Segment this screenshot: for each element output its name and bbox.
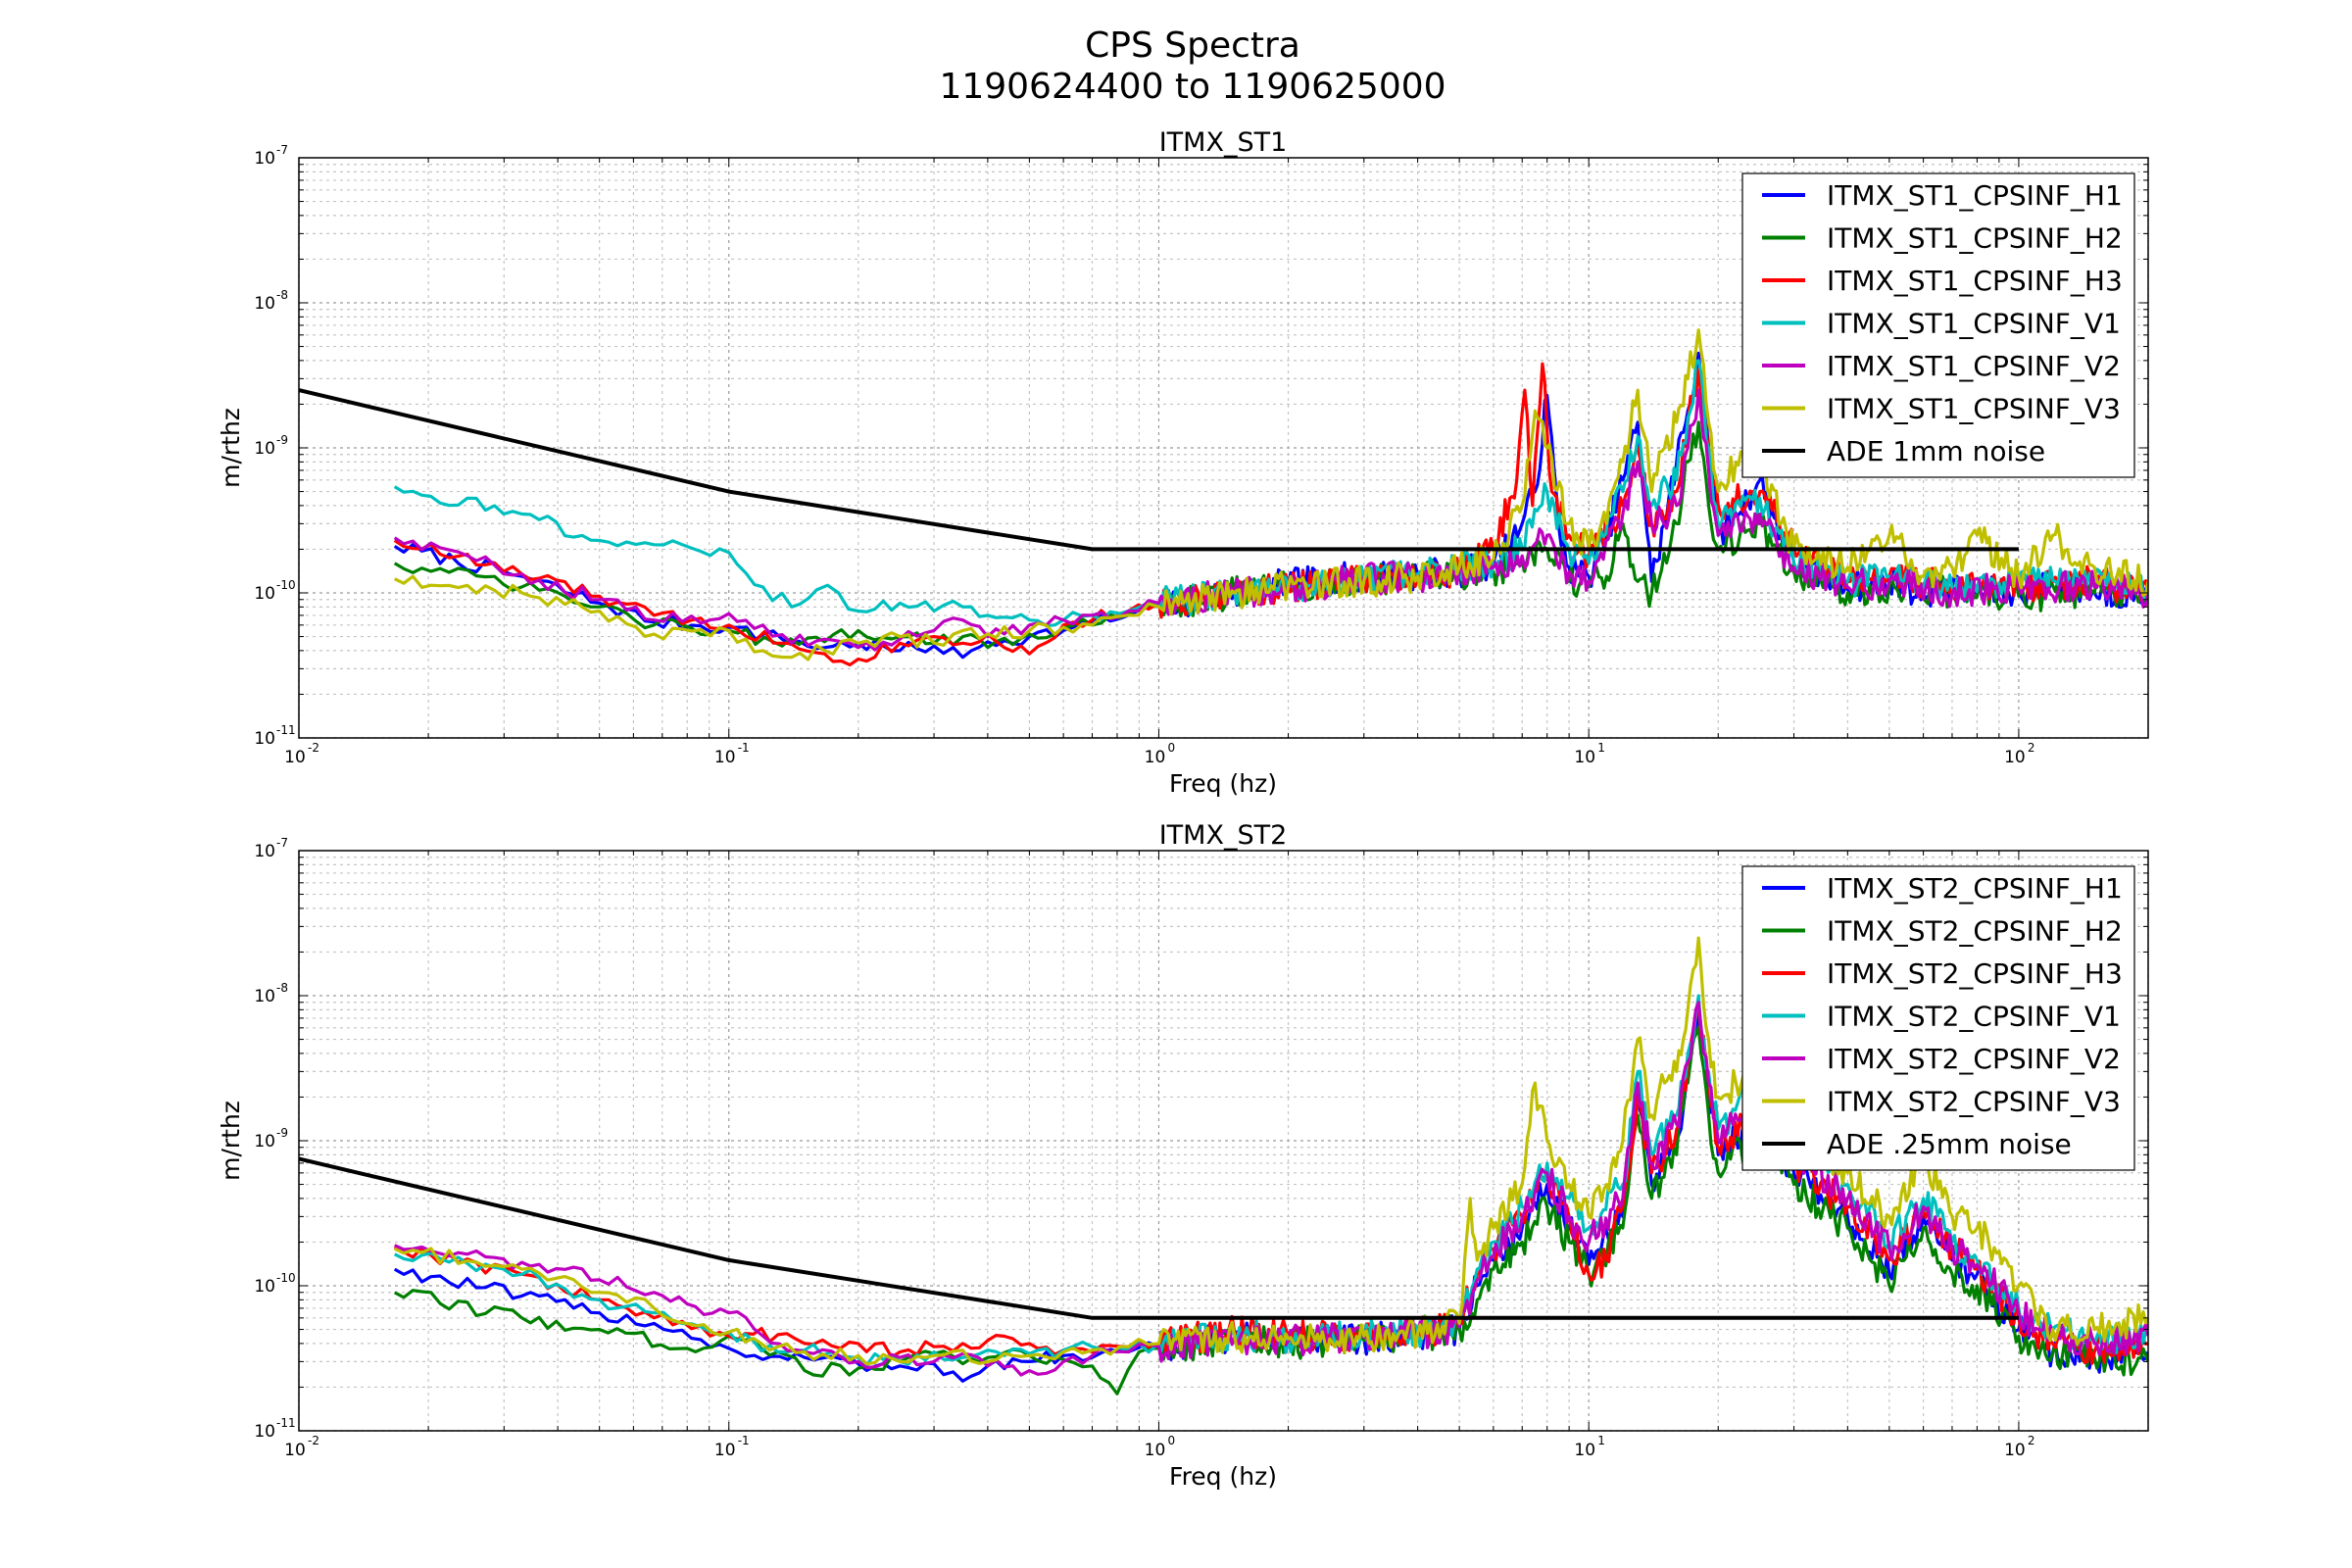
legend-entry: ITMX_ST1_CPSINF_H2 bbox=[1827, 222, 2123, 255]
y-tick-label-exponent: -9 bbox=[276, 1126, 288, 1140]
subplot-itmx-st2: ITMX_ST2 Freq (hz) m/rthz 10 -2 10 -1 10 0 10 1… bbox=[217, 820, 2149, 1491]
y-tick-label: 10 bbox=[254, 842, 275, 861]
y-tick-label: 10 bbox=[254, 584, 275, 604]
x-tick-label-exponent: 1 bbox=[1597, 741, 1605, 755]
y-tick-label-exponent: -8 bbox=[276, 981, 288, 995]
x-tick-label: 10 bbox=[2004, 1441, 2026, 1460]
x-tick-label-exponent: 2 bbox=[2028, 741, 2035, 755]
x-tick-label-exponent: -2 bbox=[308, 741, 319, 755]
series-line bbox=[394, 328, 2148, 662]
legend: ITMX_ST2_CPSINF_H1 ITMX_ST2_CPSINF_H2 ITMX… bbox=[1741, 865, 2135, 1171]
legend-entry: ITMX_ST1_CPSINF_V1 bbox=[1827, 308, 2121, 340]
figure-title-line2: 1190624400 to 1190625000 bbox=[939, 67, 1446, 107]
y-tick-label: 10 bbox=[254, 149, 275, 169]
y-tick-label: 10 bbox=[254, 1422, 275, 1442]
y-tick-label-exponent: -7 bbox=[276, 143, 288, 157]
y-tick-label-exponent: -8 bbox=[276, 288, 288, 302]
subplot-itmx-st1: ITMX_ST1 Freq (hz) m/rthz 10 -2 10 -1 10 0 10 1… bbox=[217, 127, 2149, 798]
x-tick-label: 10 bbox=[1574, 748, 1595, 767]
series-line bbox=[299, 388, 2019, 552]
y-tick-label: 10 bbox=[254, 1132, 275, 1152]
x-tick-label: 10 bbox=[2004, 748, 2026, 767]
x-tick-label-exponent: 1 bbox=[1597, 1434, 1605, 1447]
y-tick-label: 10 bbox=[254, 294, 275, 314]
ticks bbox=[298, 851, 2149, 1432]
x-tick-label-exponent: 0 bbox=[1167, 1434, 1175, 1447]
y-tick-label: 10 bbox=[254, 729, 275, 749]
y-axis-label: m/rthz bbox=[217, 1101, 245, 1181]
figure-title-line1: CPS Spectra bbox=[1085, 25, 1300, 66]
legend-entry: ADE 1mm noise bbox=[1827, 435, 2045, 467]
legend-entry: ITMX_ST2_CPSINF_V3 bbox=[1827, 1086, 2121, 1118]
series-line bbox=[299, 1156, 2019, 1320]
y-axis-label: m/rthz bbox=[217, 408, 245, 488]
y-tick-label: 10 bbox=[254, 1277, 275, 1297]
legend-entry: ITMX_ST1_CPSINF_V3 bbox=[1827, 393, 2121, 425]
x-tick-label: 10 bbox=[714, 1441, 736, 1460]
y-tick-label-exponent: -7 bbox=[276, 836, 288, 850]
x-tick-label-exponent: -1 bbox=[738, 1434, 750, 1447]
legend-entry: ITMX_ST1_CPSINF_V2 bbox=[1827, 350, 2121, 382]
x-tick-label: 10 bbox=[284, 1441, 306, 1460]
x-tick-label: 10 bbox=[714, 748, 736, 767]
legend-entry: ITMX_ST2_CPSINF_V1 bbox=[1827, 1001, 2121, 1033]
legend-entry: ITMX_ST2_CPSINF_H2 bbox=[1827, 915, 2123, 948]
x-axis-label: Freq (hz) bbox=[1169, 1462, 1277, 1491]
legend-frame bbox=[1741, 865, 2135, 1171]
x-tick-label-exponent: -2 bbox=[308, 1434, 319, 1447]
y-tick-label-exponent: -11 bbox=[276, 1416, 296, 1430]
x-tick-label: 10 bbox=[1145, 1441, 1166, 1460]
x-tick-label-exponent: 2 bbox=[2028, 1434, 2035, 1447]
y-tick-label-exponent: -9 bbox=[276, 433, 288, 447]
legend-entry: ITMX_ST1_CPSINF_H3 bbox=[1827, 265, 2123, 297]
y-tick-label-exponent: -10 bbox=[276, 1271, 296, 1285]
x-tick-label: 10 bbox=[284, 748, 306, 767]
x-tick-label-exponent: -1 bbox=[738, 741, 750, 755]
x-tick-label-exponent: 0 bbox=[1167, 741, 1175, 755]
y-tick-label-exponent: -10 bbox=[276, 578, 296, 592]
y-tick-label: 10 bbox=[254, 987, 275, 1006]
series-line bbox=[394, 936, 2148, 1366]
legend-entry: ADE .25mm noise bbox=[1827, 1128, 2072, 1160]
plot-area bbox=[299, 328, 2148, 666]
y-tick-label-exponent: -11 bbox=[276, 723, 296, 737]
series-line bbox=[394, 1001, 2148, 1377]
legend-frame bbox=[1741, 172, 2135, 478]
plot-area bbox=[299, 936, 2148, 1396]
legend-entry: ITMX_ST2_CPSINF_V2 bbox=[1827, 1043, 2121, 1075]
x-tick-label: 10 bbox=[1574, 1441, 1595, 1460]
legend-entry: ITMX_ST2_CPSINF_H1 bbox=[1827, 872, 2123, 905]
subplot-title: ITMX_ST2 bbox=[1159, 820, 1288, 851]
legend: ITMX_ST1_CPSINF_H1 ITMX_ST1_CPSINF_H2 ITMX… bbox=[1741, 172, 2135, 478]
subplot-title: ITMX_ST1 bbox=[1159, 127, 1288, 158]
legend-entry: ITMX_ST1_CPSINF_H1 bbox=[1827, 179, 2123, 212]
legend-entry: ITMX_ST2_CPSINF_H3 bbox=[1827, 957, 2123, 990]
y-tick-label: 10 bbox=[254, 439, 275, 459]
ticks bbox=[298, 158, 2149, 739]
x-tick-label: 10 bbox=[1145, 748, 1166, 767]
series-line bbox=[393, 1026, 2148, 1396]
x-axis-label: Freq (hz) bbox=[1169, 769, 1277, 798]
